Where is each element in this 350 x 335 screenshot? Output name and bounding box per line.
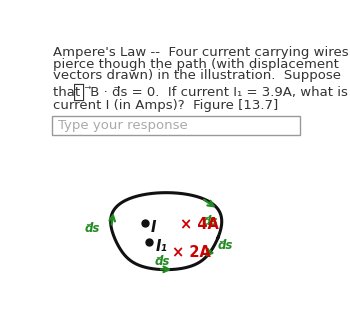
Text: pierce though the path (with displacement: pierce though the path (with displacemen… — [53, 58, 339, 71]
Text: ⃗B · d⃗s = 0.  If current I₁ = 3.9A, what is: ⃗B · d⃗s = 0. If current I₁ = 3.9A, what… — [87, 86, 349, 98]
Text: Ampere's Law --  Four current carrying wires: Ampere's Law -- Four current carrying wi… — [53, 46, 349, 59]
Text: that: that — [53, 86, 84, 98]
Text: d⃗s: d⃗s — [217, 240, 232, 252]
Text: I: I — [151, 220, 156, 236]
Text: d⃗s: d⃗s — [155, 256, 170, 268]
Text: d⃗s: d⃗s — [84, 222, 100, 235]
Text: × 4A: × 4A — [180, 217, 219, 232]
Text: current I (in Amps)?  Figure [13.7]: current I (in Amps)? Figure [13.7] — [53, 99, 278, 112]
Text: × 2A: × 2A — [173, 245, 211, 260]
Text: vectors drawn) in the illustration.  Suppose: vectors drawn) in the illustration. Supp… — [53, 69, 341, 82]
FancyBboxPatch shape — [51, 117, 300, 135]
Text: ∮: ∮ — [73, 83, 85, 102]
Text: d⃗s: d⃗s — [202, 215, 217, 228]
Text: I₁: I₁ — [155, 239, 167, 254]
Text: Type your response: Type your response — [58, 119, 188, 132]
